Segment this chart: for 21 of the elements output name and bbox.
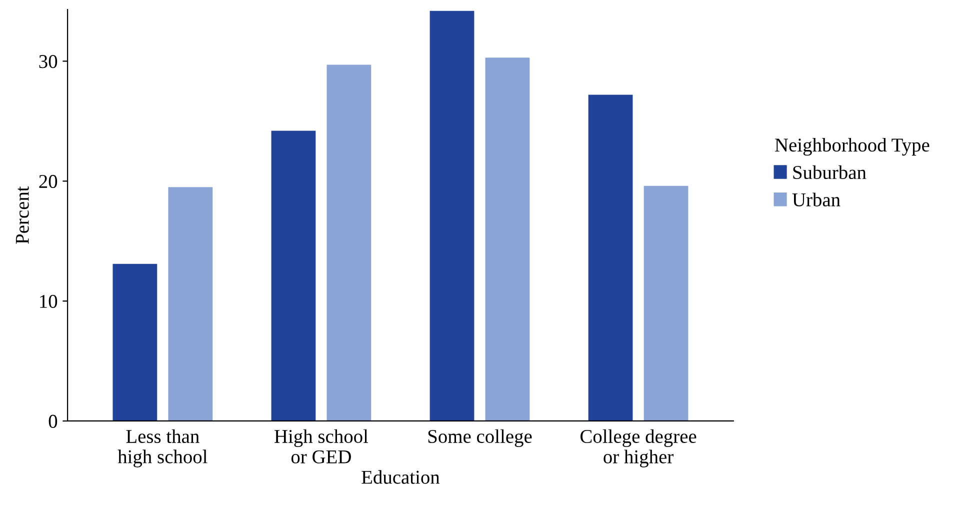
x-axis-title: Education (362, 470, 440, 484)
bar (644, 186, 688, 421)
x-tick-label: Some college (428, 429, 532, 448)
bar (168, 187, 213, 421)
y-axis-title: Percent (16, 186, 29, 244)
bar (271, 130, 316, 421)
x-tick-label: College degree or higher (580, 429, 696, 468)
bar (112, 264, 158, 421)
y-tick-label: 0 (48, 414, 58, 428)
bar (485, 58, 530, 421)
legend-title: Neighborhood Type (775, 138, 930, 156)
legend-label: Urban (792, 192, 840, 206)
bar (430, 10, 474, 421)
legend-label: Suburban (793, 165, 866, 180)
bar (588, 94, 633, 421)
y-tick-label: 30 (39, 55, 58, 68)
x-tick-label: High school or GED (274, 429, 368, 464)
x-tick-label: Less than high school (118, 429, 208, 468)
y-tick-label: 10 (40, 294, 58, 308)
y-tick-label: 20 (39, 174, 58, 188)
bar (326, 64, 372, 421)
